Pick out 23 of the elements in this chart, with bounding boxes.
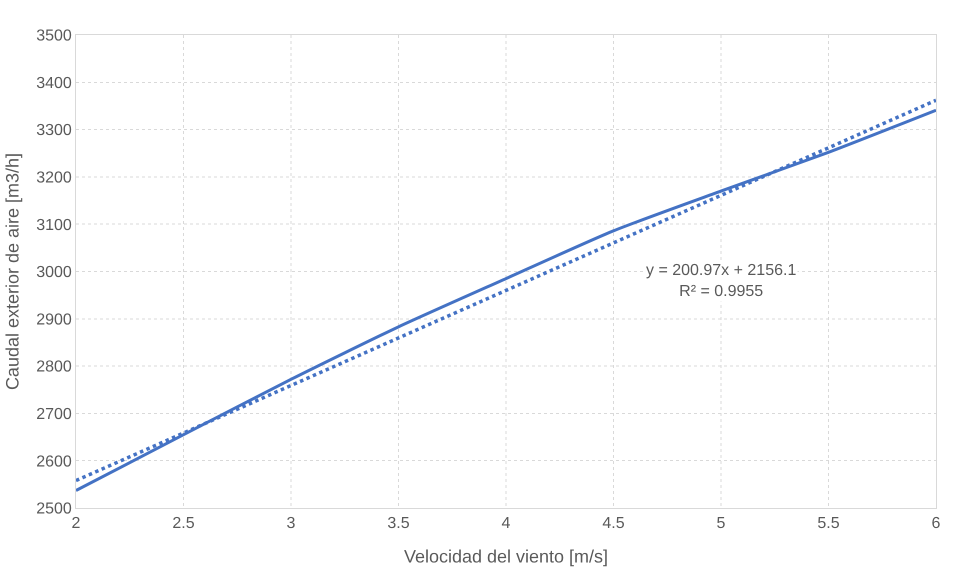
y-tick-label: 3300 bbox=[36, 122, 72, 140]
x-tick-label: 2 bbox=[72, 515, 81, 532]
x-tick-label: 5 bbox=[716, 515, 726, 532]
y-tick-label: 3400 bbox=[36, 74, 72, 92]
y-tick-label: 2600 bbox=[36, 453, 72, 470]
y-tick-label: 2700 bbox=[36, 406, 72, 423]
x-tick-label: 3.5 bbox=[387, 515, 410, 532]
x-tick-label: 2.5 bbox=[172, 515, 195, 532]
x-tick-label: 3 bbox=[286, 515, 296, 532]
x-tick-label: 5.5 bbox=[817, 515, 840, 532]
y-tick-label: 3000 bbox=[36, 264, 72, 282]
annotation: y = 200.97x + 2156.1 R² = 0.9955 bbox=[646, 262, 796, 300]
y-tick-label: 2900 bbox=[36, 311, 72, 328]
x-axis-title: Velocidad del viento [m/s] bbox=[404, 546, 608, 566]
x-tick-label: 4 bbox=[502, 515, 511, 532]
y-tick-label: 3500 bbox=[36, 28, 72, 45]
x-tick-label: 6 bbox=[932, 515, 941, 532]
x-tick-label: 4.5 bbox=[602, 515, 625, 532]
y-axis-title: Caudal exterior de aire [m3/h] bbox=[2, 152, 22, 390]
y-tick-label: 2800 bbox=[36, 358, 72, 376]
y-tick-label: 3100 bbox=[36, 216, 72, 234]
y-tick-label: 2500 bbox=[36, 500, 72, 518]
y-tick-label: 3200 bbox=[36, 170, 72, 186]
